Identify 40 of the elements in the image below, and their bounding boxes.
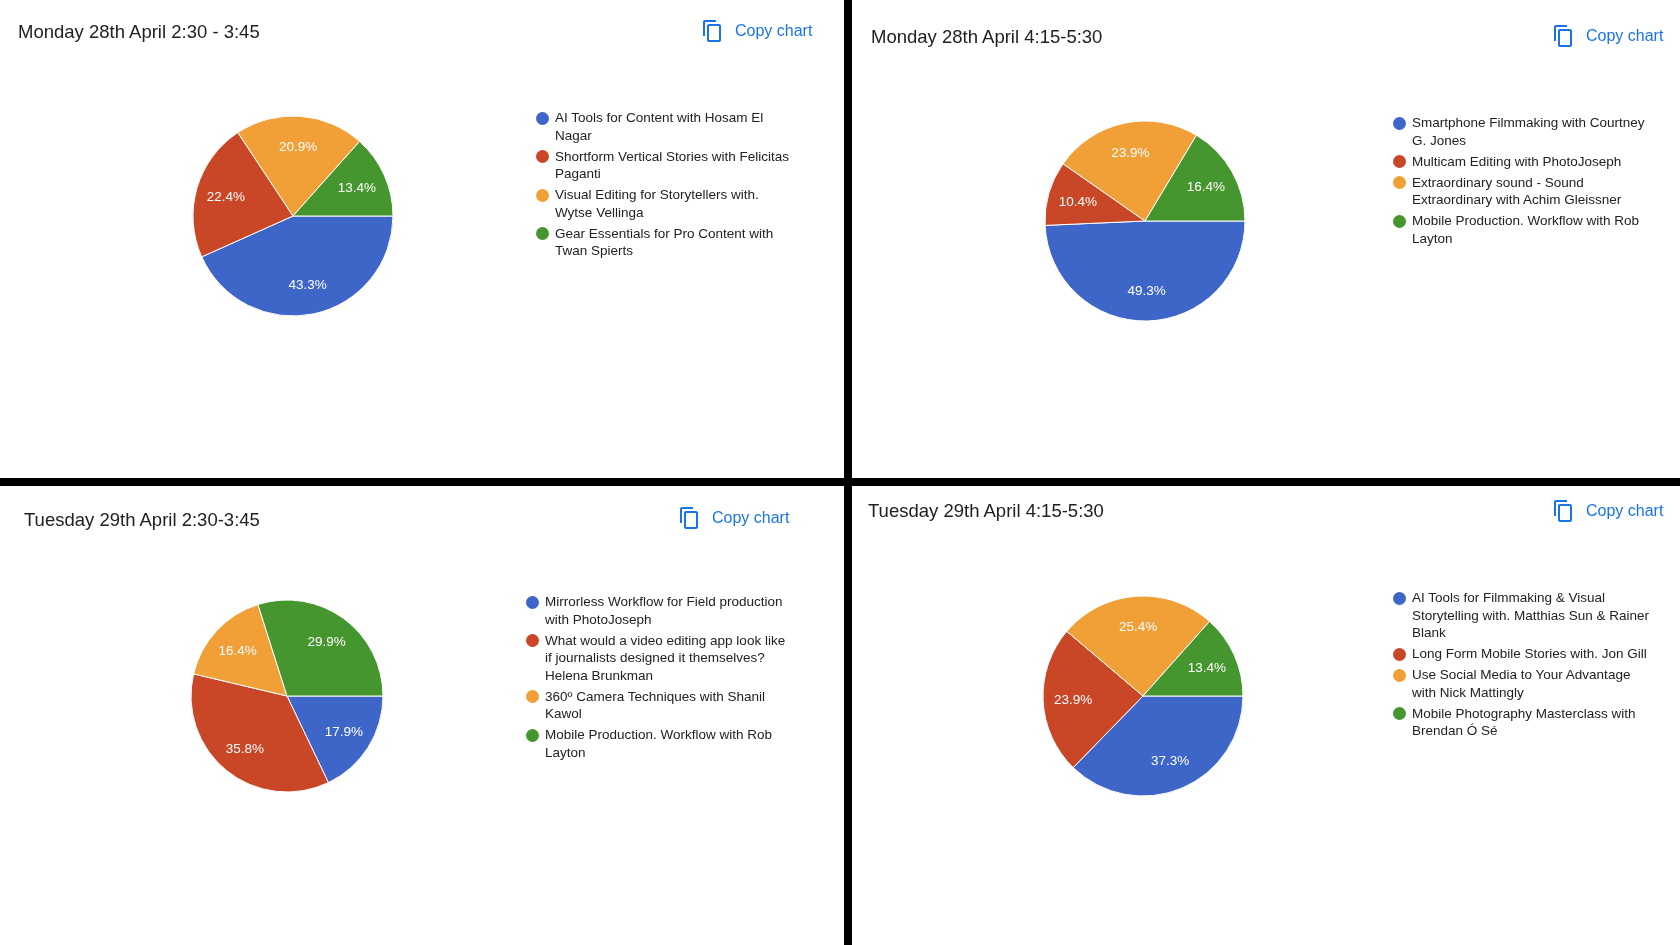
data-label: 35.8% xyxy=(225,740,264,756)
legend-label: What would a video editing app look like if journalists designed it themselves? Helena Brunkman xyxy=(545,631,787,684)
legend-label: AI Tools for Content with Hosam El Nagar xyxy=(555,109,765,144)
text: Copy chart xyxy=(1586,26,1664,46)
legend-label: Extraordinary sound - Sound Extraordinary with Achim Gleissner xyxy=(1412,173,1623,209)
legend-label: Mobile Production. Workflow with Rob Layton xyxy=(545,726,774,761)
chart-title: Tuesday 29th April 2:30-3:45 xyxy=(24,509,260,531)
text: Copy chart xyxy=(712,508,790,528)
data-label: 16.4% xyxy=(1186,179,1226,195)
chart-title: Tuesday 29th April 4:15-5:30 xyxy=(868,500,1104,522)
legend-label: Long Form Mobile Stories with. Jon Gill xyxy=(1412,645,1648,663)
text: Copy chart xyxy=(735,21,813,41)
data-label: 23.9% xyxy=(1053,691,1093,707)
legend-label: Mirrorless Workflow for Field production with PhotoJoseph xyxy=(545,593,784,628)
data-label: 13.4% xyxy=(337,179,377,195)
legend-label: Smartphone Filmmaking with Courtney G. Jones xyxy=(1412,114,1646,149)
data-label: 25.4% xyxy=(1119,618,1158,634)
legend-label: Shortform Vertical Stories with Felicitas Paganti xyxy=(555,147,791,183)
legend-label: AI Tools for Filmmaking & Visual Storytelling with. Matthias Sun & Rainer Blank xyxy=(1412,589,1651,642)
legend-label: Mobile Production. Workflow with Rob Layton xyxy=(1412,212,1641,247)
chart-title: Monday 28th April 4:15-5:30 xyxy=(871,26,1103,48)
data-label: 29.9% xyxy=(307,634,346,650)
legend-label: Visual Editing for Storytellers with. Wytse Vellinga xyxy=(555,186,760,221)
data-label: 10.4% xyxy=(1058,193,1097,209)
text: Copy chart xyxy=(1586,501,1664,521)
data-label: 17.9% xyxy=(324,724,363,740)
data-label: 13.4% xyxy=(1187,659,1227,675)
legend-label: Mobile Photography Masterclass with Brendan Ó Sé xyxy=(1412,704,1637,740)
legend-label: Gear Essentials for Pro Content with Twan Spierts xyxy=(555,224,775,260)
data-label: 37.3% xyxy=(1151,753,1190,768)
data-label: 43.3% xyxy=(288,276,327,292)
data-label: 22.4% xyxy=(206,188,245,204)
legend-label: Use Social Media to Your Advantage with Nick Mattingly xyxy=(1412,666,1632,701)
legend-label: Multicam Editing with PhotoJoseph xyxy=(1412,152,1623,170)
legend-label: 360º Camera Techniques with Shanil Kawol xyxy=(545,687,767,723)
data-label: 49.3% xyxy=(1127,283,1166,299)
data-label: 20.9% xyxy=(278,138,318,154)
data-label: 23.9% xyxy=(1111,145,1150,161)
data-label: 16.4% xyxy=(218,642,257,658)
chart-title: Monday 28th April 2:30 - 3:45 xyxy=(18,21,260,43)
